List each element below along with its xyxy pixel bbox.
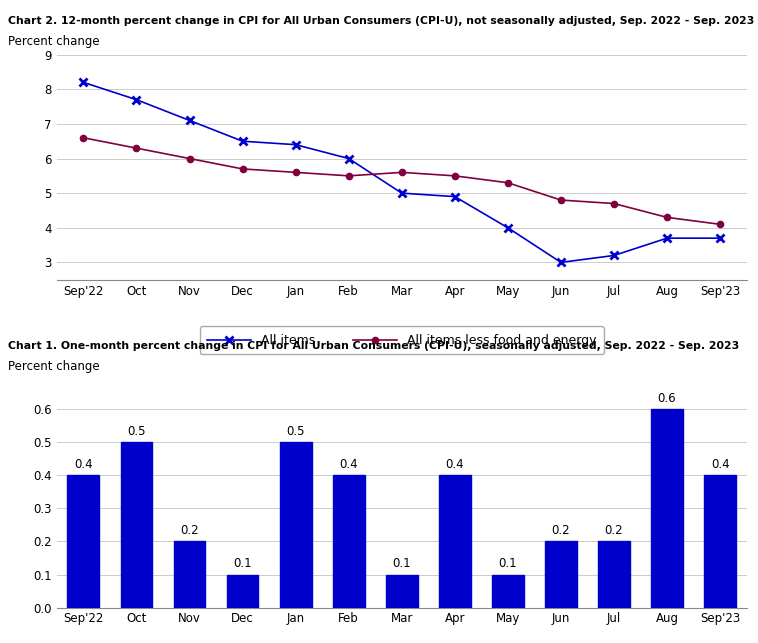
All items less food and energy [556,196,565,204]
Text: 0.4: 0.4 [711,458,729,471]
Text: 0.2: 0.2 [605,524,623,537]
All items [344,155,353,163]
Text: 0.2: 0.2 [180,524,199,537]
Bar [121,442,152,608]
All items less food and energy [716,221,725,228]
Bar [280,442,312,608]
All items less food and energy [79,134,88,141]
Bar [704,475,736,608]
Line: All items: All items [80,78,724,267]
All items [716,234,725,242]
All items less food and energy [503,179,512,186]
All items [79,78,88,86]
All items [185,116,194,124]
Text: 0.4: 0.4 [340,458,358,471]
Bar [598,541,630,608]
All items [291,141,300,149]
All items less food and energy [291,168,300,176]
All items [556,258,565,266]
Text: 0.5: 0.5 [127,425,146,438]
Bar [545,541,577,608]
All items less food and energy [344,172,353,179]
Text: 0.4: 0.4 [74,458,92,471]
All items [662,234,672,242]
All items [450,193,459,201]
Text: Percent change: Percent change [8,360,99,373]
Legend: All items, All items less food and energy: All items, All items less food and energ… [200,327,603,354]
All items [503,224,512,231]
All items [238,138,247,145]
Bar [439,475,471,608]
All items less food and energy [132,144,141,152]
Line: All items less food and energy: All items less food and energy [80,134,723,228]
Text: Chart 2. 12-month percent change in CPI for All Urban Consumers (CPI-U), not sea: Chart 2. 12-month percent change in CPI … [8,16,754,26]
All items less food and energy [609,200,619,208]
Text: 0.5: 0.5 [287,425,305,438]
Bar [67,475,99,608]
All items less food and energy [397,168,406,176]
All items [397,189,406,197]
Bar [174,541,205,608]
Bar [227,575,258,608]
Text: Chart 1. One-month percent change in CPI for All Urban Consumers (CPI-U), season: Chart 1. One-month percent change in CPI… [8,341,739,351]
Bar [492,575,524,608]
All items [609,251,619,259]
All items less food and energy [185,155,194,163]
Bar [333,475,365,608]
All items less food and energy [662,213,672,221]
All items [132,96,141,104]
Text: Percent change: Percent change [8,35,99,48]
All items less food and energy [450,172,459,179]
Bar [386,575,418,608]
Text: 0.1: 0.1 [393,557,411,570]
Text: 0.6: 0.6 [658,392,676,405]
All items less food and energy [238,165,247,173]
Bar [651,409,683,608]
Text: 0.4: 0.4 [446,458,464,471]
Text: 0.1: 0.1 [233,557,252,570]
Text: 0.2: 0.2 [552,524,570,537]
Text: 0.1: 0.1 [499,557,517,570]
